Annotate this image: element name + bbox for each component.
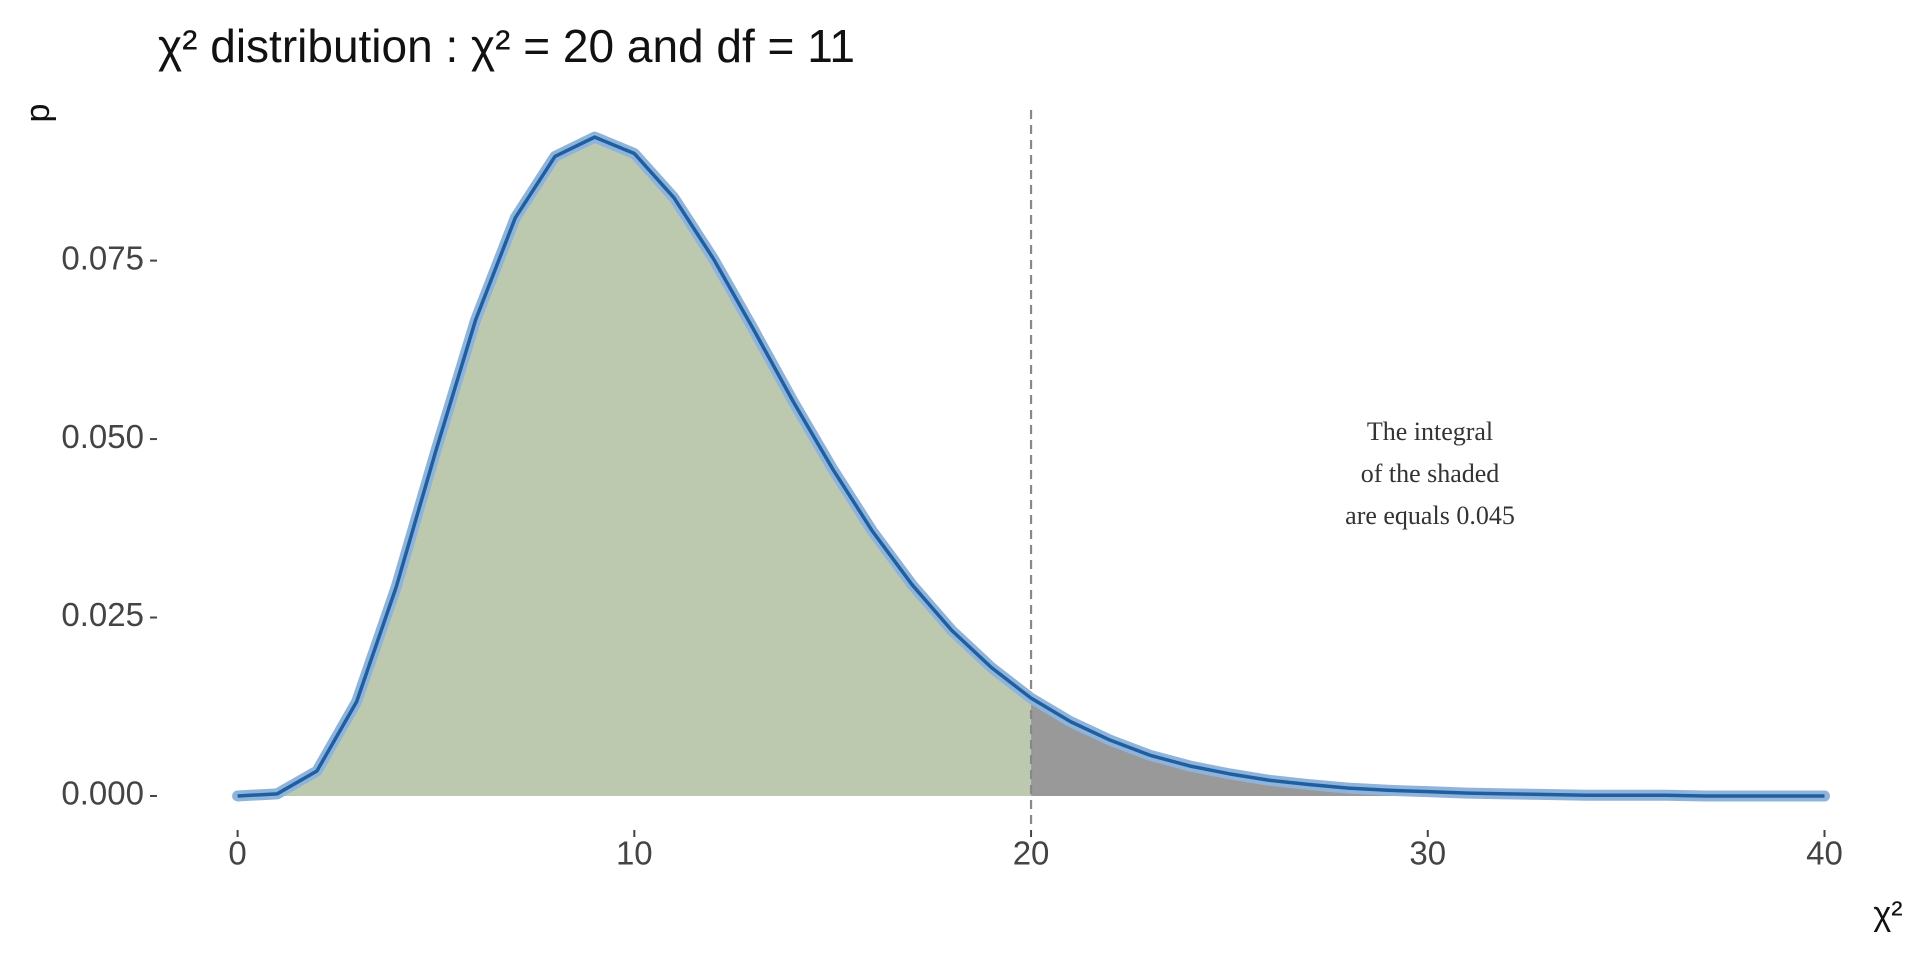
y-axis-title: p [19,104,57,123]
chart-title: χ² distribution : χ² = 20 and df = 11 [158,20,855,72]
y-tick-label: 0.075 [61,239,144,276]
area-below [237,137,1032,796]
y-tick-label: 0.025 [61,596,144,633]
x-tick-label: 40 [1806,835,1843,872]
annotation: are equals 0.045 [1345,501,1515,530]
y-tick-label: 0.050 [61,418,144,455]
x-tick-label: 20 [1013,835,1050,872]
x-axis-title: χ² [1873,895,1902,933]
x-tick-label: 10 [616,835,653,872]
x-tick-label: 30 [1409,835,1446,872]
annotation: The integral [1367,417,1493,446]
density-line [237,135,1825,798]
x-tick-label: 0 [228,835,246,872]
area-above [1031,698,1825,796]
y-tick-label: 0.000 [61,775,144,812]
annotation: of the shaded [1361,459,1500,488]
